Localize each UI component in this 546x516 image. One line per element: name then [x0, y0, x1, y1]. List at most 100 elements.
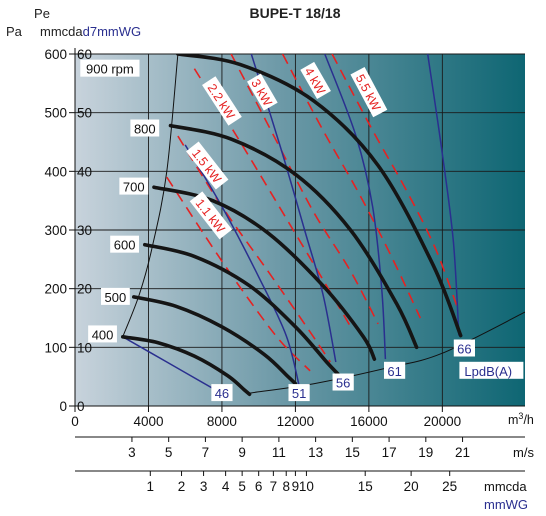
mmcda-scale-tick-label: 1: [147, 479, 155, 494]
ms-tick-label: 3: [128, 445, 136, 460]
pa-tick-label: 500: [44, 106, 67, 121]
rpm-label: 700: [123, 180, 145, 195]
mmcda-tick-label: 20: [77, 282, 92, 297]
rpm-label: 800: [134, 122, 156, 137]
mmcda-tick-label: 10: [77, 340, 92, 355]
rpm-label: 400: [92, 327, 114, 342]
rpm-curve: [168, 123, 419, 350]
mmcda-scale-tick-label: 2: [178, 479, 186, 494]
noise-line: [426, 54, 460, 336]
x-unit-label: m3/h: [508, 411, 534, 427]
noise-label-bg: [383, 361, 406, 379]
noise-label-bg: [453, 339, 475, 357]
ms-tick-label: 13: [308, 445, 323, 460]
power-label-bg: [202, 76, 242, 126]
mmcda-scale-tick-label: 3: [200, 479, 208, 494]
ms-tick-label: 15: [345, 445, 360, 460]
noise-label: 51: [292, 386, 306, 401]
rpm-label: 600: [114, 238, 136, 253]
plot-area: [121, 54, 525, 397]
mmcda-scale-tick-label: 20: [404, 479, 419, 494]
mmcda-scale-tick-label: 8: [282, 479, 290, 494]
mmcda-scale-tick-label: 5: [238, 479, 246, 494]
x-tick-label: 20000: [424, 414, 462, 429]
mmcda-scale-tick-label: 9: [292, 479, 300, 494]
rpm-label: 500: [105, 290, 127, 305]
ms-tick-label: 7: [202, 445, 210, 460]
ms-tick-label: 21: [455, 445, 470, 460]
mmcda-scale-tick-label: 4: [222, 479, 230, 494]
rpm-curve: [121, 335, 252, 397]
x-tick-label: 0: [71, 414, 79, 429]
x-unit-exp: 3: [518, 411, 523, 421]
power-line: [281, 54, 422, 319]
noise-line: [250, 54, 337, 363]
mmcda-label: mmcdad7mmWG: [40, 24, 141, 39]
mmcda-scale-tick-label: 15: [358, 479, 373, 494]
power-label-bg: [247, 73, 278, 111]
noise-unit-bg: [459, 361, 524, 379]
power-line: [166, 176, 311, 372]
rpm-label-bg: [80, 59, 140, 77]
mmcda-tick-label: 50: [77, 106, 92, 121]
noise-label: 56: [336, 376, 350, 391]
rpm-label-bg: [119, 177, 149, 195]
pa-label: Pa: [6, 24, 23, 39]
rpm-curve: [143, 242, 340, 376]
x-tick-label: 4000: [133, 414, 163, 429]
x-unit-h: /h: [523, 413, 533, 427]
rpm-curve: [176, 54, 463, 338]
rpm-label-bg: [130, 119, 160, 137]
x-unit-m: m: [508, 413, 518, 427]
mmcda-unit-label: mmcda: [484, 479, 527, 494]
ms-tick-label: 9: [238, 445, 246, 460]
pa-tick-label: 200: [44, 282, 67, 297]
rpm-curve: [152, 185, 377, 361]
x-tick-label: 16000: [350, 414, 388, 429]
ms-tick-label: 11: [272, 445, 286, 460]
noise-line: [184, 144, 300, 386]
rpm-label-bg: [110, 235, 139, 253]
power-line: [177, 135, 331, 363]
mmcda-scale-tick-label: 25: [442, 479, 457, 494]
rpm-label-bg: [101, 287, 130, 305]
mmcda-unit: mmcda: [40, 24, 83, 39]
x-tick-label: 8000: [207, 414, 237, 429]
power-line: [331, 54, 458, 307]
mmcda-scale-tick-label: 10: [299, 479, 314, 494]
pa-tick-label: 100: [44, 340, 67, 355]
ms-unit-label: m/s: [513, 445, 534, 460]
mmcda-tick-label: 40: [77, 164, 92, 179]
system-curve: [122, 54, 179, 337]
mmcda-tick-label: 60: [77, 47, 92, 62]
rpm-curve: [132, 295, 298, 386]
power-label-bg: [350, 67, 388, 118]
x-tick-label: 12000: [277, 414, 315, 429]
ms-tick-label: 17: [382, 445, 397, 460]
pa-tick-label: 600: [44, 47, 67, 62]
noise-label-bg: [332, 373, 354, 391]
pa-tick-label: 300: [44, 223, 67, 238]
power-label-bg: [186, 141, 229, 190]
power-label-bg: [300, 61, 331, 99]
noise-label-bg: [211, 384, 233, 402]
ms-tick-label: 19: [418, 445, 433, 460]
noise-label-bg: [288, 384, 310, 402]
mmwg-unit: d7mmWG: [83, 24, 142, 39]
pe-label: Pe: [34, 6, 50, 21]
mmcda-scale-tick-label: 6: [255, 479, 263, 494]
mmcda-scale-tick-label: 7: [270, 479, 278, 494]
noise-line: [324, 54, 387, 360]
pa-tick-label: 400: [44, 164, 67, 179]
mmwg-unit-label: mmWG: [484, 497, 528, 512]
noise-unit-label: LpdB(A): [464, 364, 512, 379]
noise-label: 61: [387, 364, 401, 379]
power-label-bg: [189, 191, 233, 240]
power-line: [230, 54, 379, 325]
rpm-label-bg: [88, 325, 117, 343]
ms-tick-label: 5: [165, 445, 173, 460]
chart-title: BUPE-T 18/18: [249, 5, 340, 21]
mmcda-tick-label: 0: [77, 399, 85, 414]
rpm-label: 900 rpm: [86, 62, 134, 77]
